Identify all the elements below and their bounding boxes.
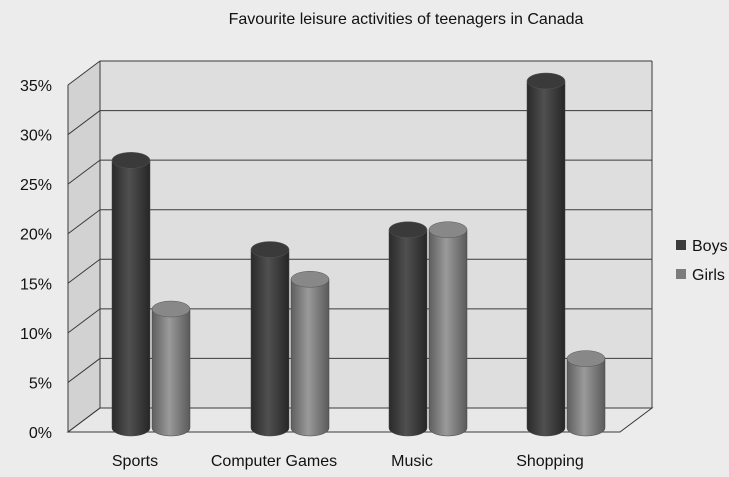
bar-body <box>526 80 566 437</box>
gridline-side <box>67 209 101 235</box>
bar-body <box>566 358 606 437</box>
bar-boys <box>526 72 566 437</box>
bar-top <box>566 350 606 367</box>
bar-top <box>388 221 428 238</box>
bar-body <box>111 160 151 437</box>
bar-top <box>151 300 191 318</box>
gridline-side <box>67 60 101 86</box>
gridline-side <box>67 358 101 383</box>
x-tick-label: Sports <box>112 453 158 470</box>
y-tick-label: 35% <box>20 78 52 95</box>
bar-top <box>250 241 290 258</box>
y-tick-label: 0% <box>29 425 52 442</box>
bar-body <box>388 229 428 437</box>
bar-group: Shopping <box>516 72 606 470</box>
bar-body <box>428 229 468 437</box>
legend-item: Girls <box>676 267 725 284</box>
bar-boys <box>250 241 290 437</box>
bar-boys <box>111 152 151 437</box>
legend-item: Boys <box>676 238 728 255</box>
bar-top <box>111 152 151 169</box>
y-tick-label: 30% <box>20 128 52 145</box>
bars: Sports Computer Games Music Shopping <box>111 72 606 470</box>
gridline-side <box>67 110 101 135</box>
legend: Boys Girls <box>676 238 728 284</box>
y-tick-label: 20% <box>20 227 52 244</box>
y-tick-label: 25% <box>20 177 52 194</box>
back-wall <box>100 61 652 408</box>
bar-girls <box>290 271 330 437</box>
gridline-side <box>67 159 101 185</box>
legend-swatch <box>676 269 686 279</box>
gridline-side <box>67 308 101 334</box>
y-tick-label: 5% <box>29 375 52 392</box>
legend-swatch <box>676 240 686 250</box>
side-wall <box>68 61 100 432</box>
bar-body <box>290 279 330 437</box>
bar-top <box>428 221 468 238</box>
bar-girls <box>428 221 468 437</box>
legend-label: Girls <box>692 267 725 284</box>
bar-body <box>151 308 191 437</box>
bar-boys <box>388 221 428 437</box>
x-tick-label: Shopping <box>516 453 584 470</box>
bar-body <box>250 249 290 437</box>
bar-top <box>526 72 566 90</box>
gridline-side <box>67 407 101 433</box>
chart-title: Favourite leisure activities of teenager… <box>229 11 584 28</box>
gridline-side <box>67 258 101 284</box>
y-axis-ticks: 0% 5% 10% 15% 20% 25% 30% 35% <box>20 78 52 442</box>
x-tick-label: Music <box>391 453 433 470</box>
bar-group: Sports <box>111 152 191 470</box>
y-tick-label: 15% <box>20 276 52 293</box>
bar-group: Music <box>388 221 468 470</box>
bar-group: Computer Games <box>211 241 337 470</box>
x-tick-label: Computer Games <box>211 453 337 470</box>
bar-girls <box>566 350 606 437</box>
bar-girls <box>151 300 191 437</box>
legend-label: Boys <box>692 238 728 255</box>
y-tick-label: 10% <box>20 326 52 343</box>
bar-top <box>290 271 330 288</box>
